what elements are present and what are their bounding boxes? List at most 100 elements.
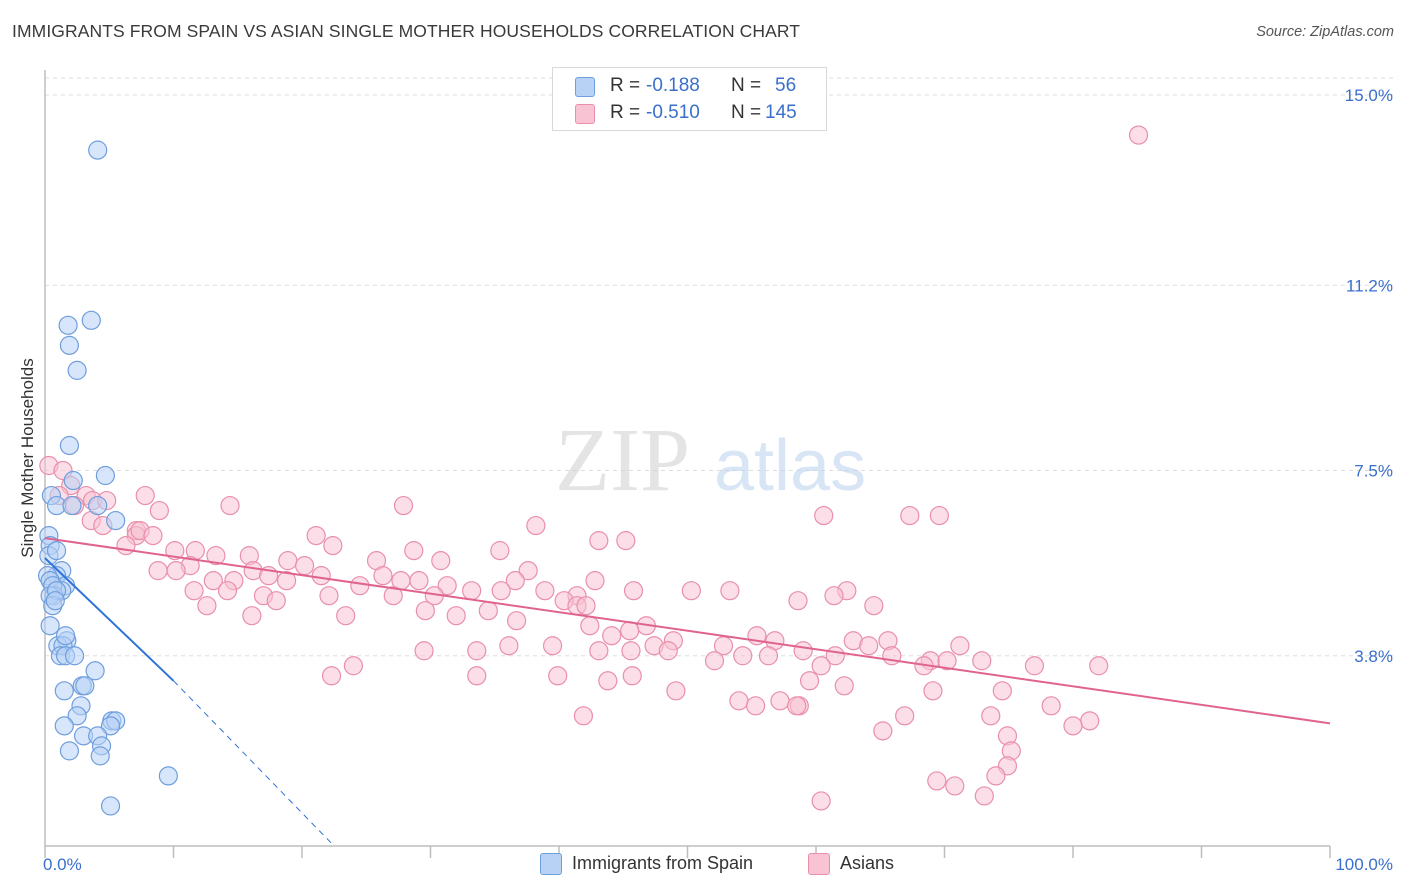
asian-point <box>585 571 605 591</box>
asian-point <box>580 616 600 636</box>
asian-point <box>729 691 749 711</box>
spain-point <box>59 435 80 456</box>
asian-point <box>900 505 920 526</box>
r-value: -0.188 <box>646 75 700 96</box>
asian-point <box>623 581 644 601</box>
asian-point <box>746 696 766 716</box>
chart-title: IMMIGRANTS FROM SPAIN VS ASIAN SINGLE MO… <box>12 21 801 41</box>
spain-point <box>59 335 80 355</box>
asian-point <box>824 586 844 606</box>
spain-point <box>100 796 121 816</box>
legend-item-spain: Immigrants from Spain <box>540 852 754 878</box>
asian-point <box>467 641 487 661</box>
trend-lines <box>44 537 1331 847</box>
asian-point <box>950 636 970 656</box>
asian-point <box>589 531 609 551</box>
asian-point <box>923 681 943 701</box>
spain-point <box>54 681 74 701</box>
spain-trend-extension <box>173 680 335 847</box>
asian-point <box>116 536 136 556</box>
spain-point <box>62 495 82 516</box>
asian-point <box>770 691 790 711</box>
asian-point <box>864 596 884 616</box>
asian-point <box>542 636 563 656</box>
asian-point <box>321 666 342 686</box>
asian-point <box>149 500 169 521</box>
asian-point <box>859 636 879 656</box>
pink-swatch-icon <box>808 853 830 875</box>
asian-point <box>266 591 286 611</box>
asian-point <box>535 581 555 601</box>
asian-trend-line <box>44 537 1331 725</box>
blue-swatch-icon <box>575 77 595 97</box>
asian-point <box>927 771 947 791</box>
asian-point <box>343 656 363 676</box>
asian-point <box>814 505 834 526</box>
asian-point <box>143 525 163 546</box>
asian-point <box>1063 716 1083 736</box>
asian-point <box>148 561 168 581</box>
asian-point <box>431 551 451 571</box>
r-label: R = <box>610 102 641 123</box>
watermark: ZIP atlas <box>555 411 866 510</box>
asian-point <box>446 606 466 626</box>
asian-point <box>834 676 854 696</box>
spain-point <box>158 766 178 786</box>
asian-point <box>383 586 403 606</box>
asian-point <box>622 666 642 686</box>
spain-point <box>88 140 108 160</box>
n-value: 56 <box>775 75 797 96</box>
asian-point <box>478 601 498 621</box>
asian-point <box>799 671 820 691</box>
r-value: -0.510 <box>646 102 700 123</box>
asian-point <box>986 766 1006 786</box>
spain-point <box>54 716 74 736</box>
asian-point <box>242 606 262 626</box>
asian-point <box>184 581 204 601</box>
asian-point <box>1024 656 1045 676</box>
asian-point <box>720 581 740 601</box>
asian-point <box>787 696 807 716</box>
asian-point <box>319 586 339 606</box>
watermark-atlas: atlas <box>714 426 866 506</box>
n-label: N = <box>731 102 762 123</box>
spain-trend-line <box>44 557 175 682</box>
asian-point <box>681 581 701 601</box>
asian-point <box>206 546 226 566</box>
asian-point <box>972 651 992 671</box>
asian-point <box>414 641 434 661</box>
legend-label: Immigrants from Spain <box>572 853 754 873</box>
asian-point <box>505 571 525 591</box>
y-tick-label: 7.5% <box>1354 462 1393 481</box>
asian-point <box>1128 125 1149 145</box>
spain-point <box>95 465 115 486</box>
asian-point <box>733 646 753 666</box>
y-tick-label: 3.8% <box>1354 647 1393 666</box>
asian-point <box>323 536 343 556</box>
data-points <box>37 125 1149 816</box>
asian-point <box>616 531 636 551</box>
y-tick-label: 15.0% <box>1345 86 1393 105</box>
asian-point <box>350 576 370 596</box>
legend-row-asians: R = -0.510 N = 145 <box>553 100 826 128</box>
x-tick-label: 100.0% <box>1335 855 1393 874</box>
asian-point <box>393 495 414 516</box>
asian-point <box>945 776 965 796</box>
asian-point <box>197 596 217 616</box>
asian-point <box>462 581 482 601</box>
asian-point <box>793 641 813 661</box>
asian-point <box>929 505 949 526</box>
legend-label: Asians <box>840 853 895 873</box>
asian-point <box>491 581 511 601</box>
spain-point <box>106 510 126 531</box>
asian-point <box>620 621 640 641</box>
asian-point <box>404 541 424 561</box>
n-label: N = <box>731 75 762 96</box>
asian-point <box>981 706 1001 726</box>
asian-point <box>506 611 527 631</box>
spain-point <box>85 661 105 681</box>
asian-point <box>311 566 331 586</box>
asian-point <box>306 525 326 546</box>
asian-point <box>589 641 609 661</box>
